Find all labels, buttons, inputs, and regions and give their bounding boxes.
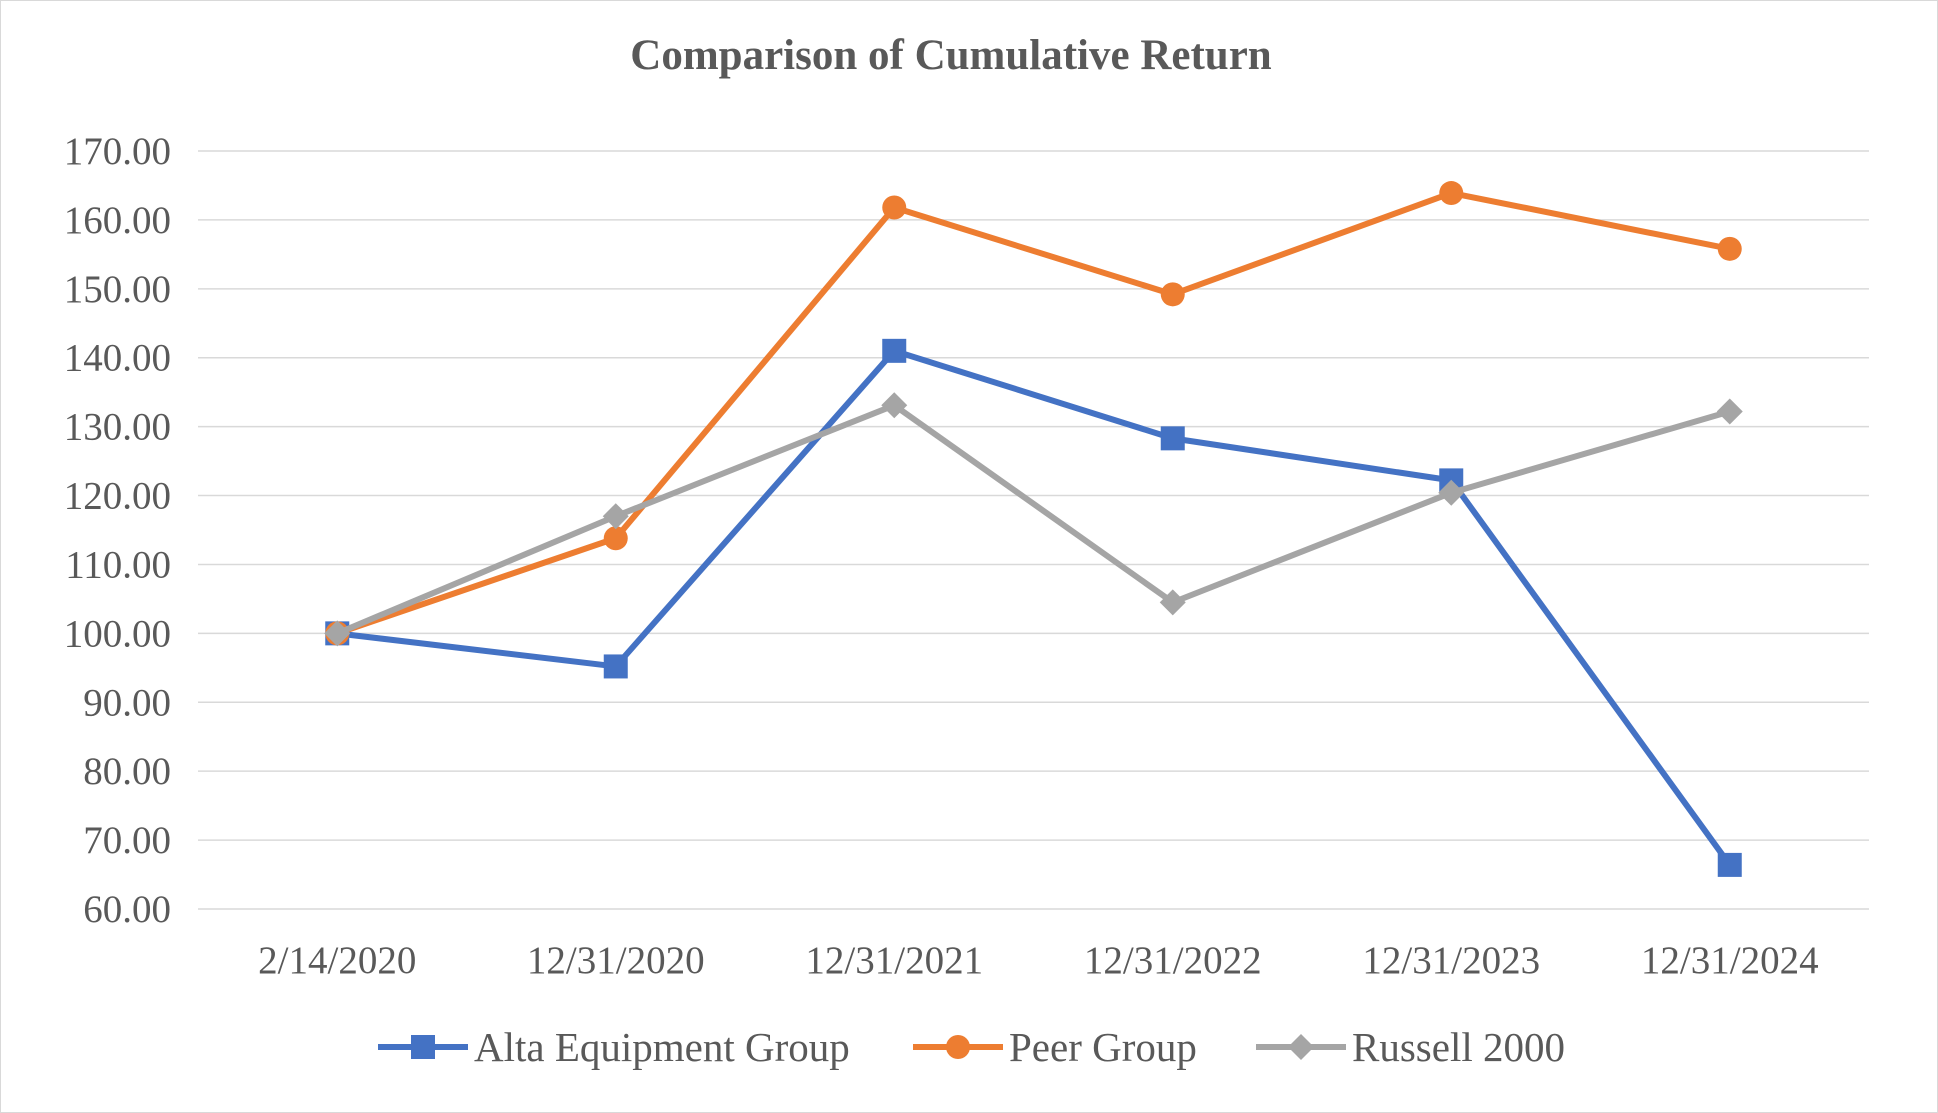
y-axis-ticks: 60.00 70.00 80.00 90.00 100.00 110.00 120.00 13…: [64, 130, 171, 931]
y-tick-label: 170.00: [64, 130, 171, 173]
data-point: [1438, 479, 1465, 506]
y-tick-label: 60.00: [83, 888, 171, 931]
y-tick-label: 140.00: [64, 337, 171, 380]
data-point: [1160, 282, 1185, 307]
data-point: [882, 338, 907, 363]
legend-item: Russell 2000: [1256, 1024, 1565, 1070]
data-point: [1160, 426, 1185, 451]
legend: Alta Equipment Group Peer Group Russell 20…: [378, 1024, 1565, 1070]
legend-marker: [1288, 1034, 1314, 1060]
legend-marker: [946, 1035, 970, 1059]
y-tick-label: 70.00: [83, 819, 171, 862]
x-axis-ticks: 2/14/2020 12/31/2020 12/31/2021 12/31/2022 1…: [258, 939, 1818, 982]
series-1: [325, 181, 1742, 646]
data-point: [1439, 181, 1464, 206]
x-tick-label: 12/31/2022: [1084, 939, 1262, 982]
data-point: [602, 503, 629, 530]
y-tick-label: 110.00: [65, 543, 171, 586]
series-2: [324, 392, 1743, 647]
series-group: [324, 181, 1743, 877]
y-tick-label: 100.00: [64, 612, 171, 655]
y-tick-label: 120.00: [64, 475, 171, 518]
data-point: [603, 654, 628, 679]
y-tick-label: 130.00: [64, 406, 171, 449]
x-tick-label: 2/14/2020: [258, 939, 416, 982]
data-point: [324, 620, 351, 647]
x-tick-label: 12/31/2023: [1362, 939, 1540, 982]
gridlines: [198, 150, 1869, 910]
data-point: [882, 195, 907, 220]
series-0: [325, 338, 1742, 877]
data-point: [1717, 852, 1742, 877]
y-tick-label: 160.00: [64, 199, 171, 242]
legend-item: Peer Group: [913, 1024, 1197, 1070]
y-tick-label: 150.00: [64, 268, 171, 311]
x-tick-label: 12/31/2024: [1641, 939, 1819, 982]
data-point: [1159, 589, 1186, 616]
legend-marker: [411, 1035, 435, 1059]
legend-item: Alta Equipment Group: [378, 1024, 850, 1070]
legend-label: Russell 2000: [1352, 1024, 1565, 1070]
x-tick-label: 12/31/2020: [527, 939, 705, 982]
series-line: [334, 347, 1733, 868]
y-tick-label: 80.00: [83, 750, 171, 793]
legend-label: Peer Group: [1009, 1024, 1197, 1070]
data-point: [1716, 398, 1743, 425]
series-line: [334, 190, 1733, 637]
legend-label: Alta Equipment Group: [474, 1024, 850, 1070]
data-point: [603, 526, 628, 551]
data-point: [1717, 236, 1742, 261]
y-tick-label: 90.00: [83, 681, 171, 724]
series-line: [334, 402, 1733, 637]
chart-title: Comparison of Cumulative Return: [630, 32, 1271, 79]
x-tick-label: 12/31/2021: [805, 939, 983, 982]
data-point: [881, 392, 908, 419]
